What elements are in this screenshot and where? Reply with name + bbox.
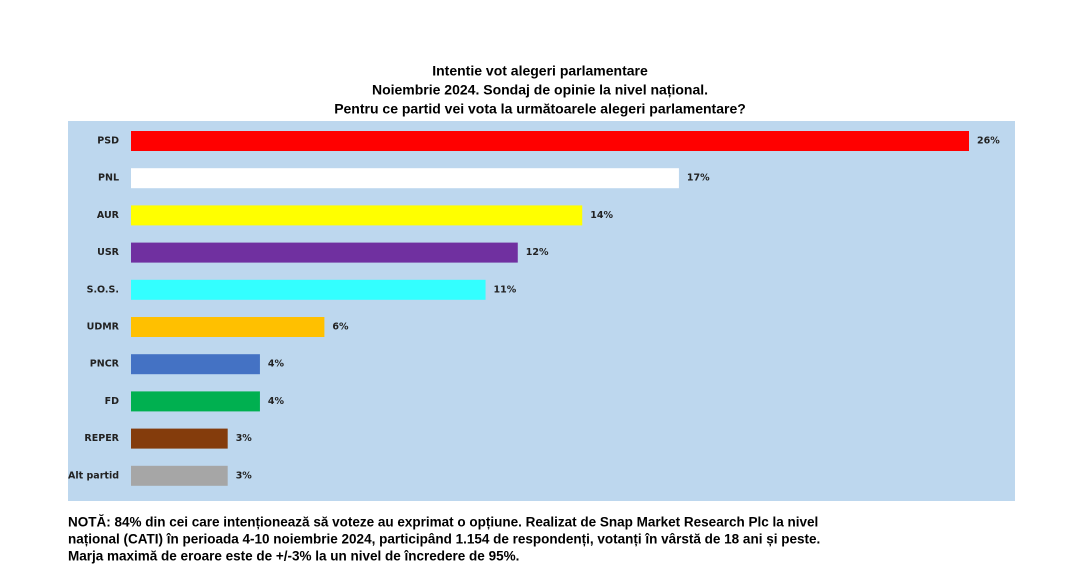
bar [131,131,969,151]
category-label: PNCR [90,359,120,370]
bar [131,354,260,375]
note: NOTĂ: 84% din cei care intenționează să … [68,515,818,530]
category-label: PNL [98,173,119,184]
category-label: UDMR [87,322,120,333]
category-label: S.O.S. [87,284,119,295]
chart-subtitle: Pentru ce partid vei vota la următoarele… [334,101,746,117]
bar [131,317,325,337]
bar [131,428,228,449]
value-label: 11% [494,284,517,295]
value-label: 6% [332,322,349,333]
bar [131,465,228,486]
chart-title: Intentie vot alegeri parlamentare [432,63,648,79]
value-label: 17% [687,173,710,184]
category-label: AUR [97,210,120,221]
value-label: 3% [236,433,253,444]
note: național (CATI) în perioada 4-10 noiembr… [68,532,820,547]
category-label: FD [105,396,119,407]
chart-subtitle: Noiembrie 2024. Sondaj de opinie la nive… [372,82,708,98]
value-label: 14% [590,210,613,221]
category-label: PSD [97,136,119,147]
category-label: REPER [84,433,119,444]
value-label: 26% [977,136,1000,147]
category-label: USR [97,247,120,258]
value-label: 3% [236,470,253,481]
value-label: 4% [268,359,285,370]
bar [131,279,486,300]
note: Marja maximă de eroare este de +/-3% la … [68,549,519,564]
value-label: 4% [268,396,285,407]
bar [131,168,679,189]
category-label: Alt partid [68,470,119,481]
bar [131,391,260,412]
value-label: 12% [526,247,549,258]
bar [131,242,518,263]
bar [131,205,583,226]
